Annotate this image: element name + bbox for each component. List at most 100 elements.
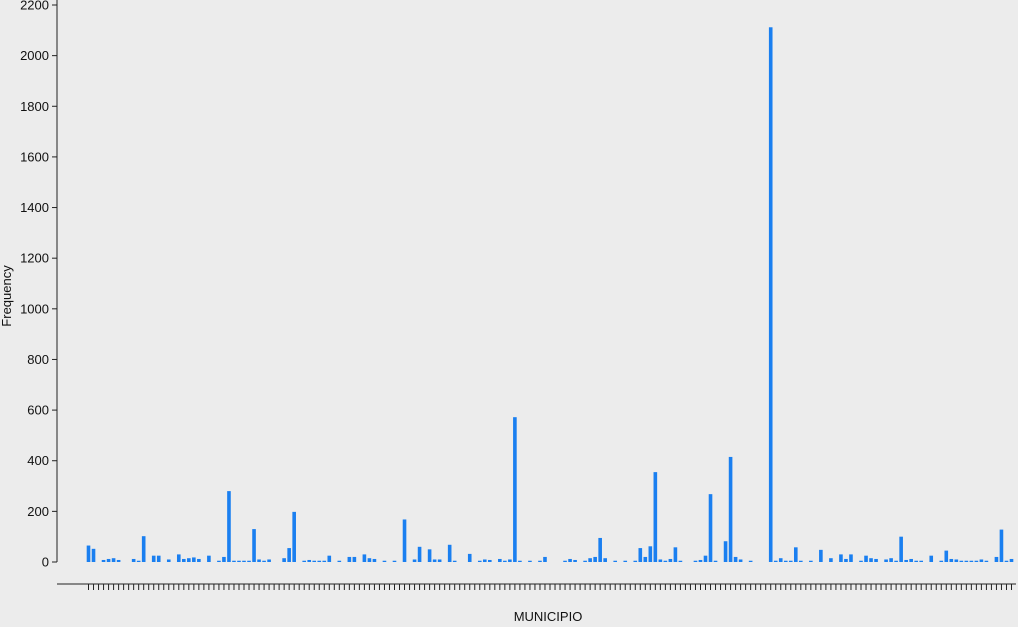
y-tick-label: 1600 bbox=[20, 149, 49, 164]
bar bbox=[91, 548, 96, 562]
bar bbox=[678, 560, 683, 562]
bar bbox=[864, 555, 868, 562]
x-axis-label: MUNICIPIO bbox=[514, 609, 583, 624]
bar bbox=[643, 556, 648, 562]
bar bbox=[984, 560, 989, 562]
bar bbox=[322, 560, 327, 562]
bar bbox=[999, 529, 1004, 562]
bar bbox=[738, 559, 743, 562]
bar bbox=[588, 558, 592, 562]
bar bbox=[192, 557, 196, 562]
bar bbox=[914, 560, 918, 562]
bar bbox=[698, 559, 703, 562]
bar bbox=[427, 549, 432, 562]
bar bbox=[869, 558, 873, 562]
bar-series bbox=[86, 27, 1014, 562]
bar bbox=[778, 558, 783, 562]
bar bbox=[573, 559, 577, 562]
bar bbox=[959, 560, 964, 562]
bar bbox=[447, 544, 452, 562]
bar bbox=[347, 556, 352, 562]
bar bbox=[166, 559, 171, 562]
bar bbox=[156, 555, 161, 562]
bar bbox=[367, 558, 372, 562]
bar bbox=[809, 560, 813, 562]
bar bbox=[788, 560, 793, 562]
bar bbox=[292, 511, 296, 562]
y-tick-label: 1000 bbox=[20, 301, 49, 316]
y-tick-label: 600 bbox=[27, 403, 49, 418]
bar bbox=[603, 558, 607, 562]
bar bbox=[362, 554, 367, 562]
bar bbox=[372, 558, 377, 562]
bar bbox=[593, 556, 597, 562]
bar bbox=[703, 555, 708, 562]
bar bbox=[979, 559, 984, 562]
bar bbox=[969, 560, 974, 562]
bar bbox=[498, 558, 502, 562]
bar bbox=[919, 560, 923, 562]
bar bbox=[508, 559, 512, 562]
bar bbox=[543, 556, 547, 562]
bar bbox=[663, 560, 668, 562]
bar bbox=[839, 554, 843, 562]
bar bbox=[307, 559, 312, 562]
bar bbox=[768, 27, 773, 562]
bar bbox=[222, 556, 226, 562]
bar bbox=[899, 536, 903, 562]
bar bbox=[929, 555, 934, 562]
bar bbox=[673, 547, 678, 562]
bar bbox=[106, 558, 111, 562]
bar bbox=[111, 558, 116, 562]
bar bbox=[437, 559, 442, 562]
bar bbox=[452, 560, 457, 562]
bar bbox=[252, 529, 256, 562]
bar bbox=[849, 554, 853, 562]
bar bbox=[949, 558, 954, 562]
y-tick-label: 1200 bbox=[20, 251, 49, 266]
bar bbox=[563, 560, 567, 562]
bar bbox=[819, 549, 823, 562]
bar bbox=[116, 559, 121, 562]
bar bbox=[86, 545, 91, 562]
bar bbox=[237, 560, 241, 562]
bar bbox=[773, 560, 778, 562]
y-tick-label: 200 bbox=[27, 504, 49, 519]
bar bbox=[829, 558, 833, 562]
bar bbox=[598, 537, 602, 562]
y-tick-label: 2200 bbox=[20, 0, 49, 13]
bar bbox=[467, 553, 472, 562]
bar bbox=[633, 560, 638, 562]
bar bbox=[994, 556, 999, 562]
bar bbox=[182, 558, 186, 562]
bar bbox=[793, 547, 798, 562]
bar bbox=[412, 559, 417, 562]
bar bbox=[693, 560, 698, 562]
bar bbox=[648, 546, 653, 562]
bar bbox=[944, 550, 949, 562]
bar bbox=[748, 560, 753, 562]
bar bbox=[658, 559, 663, 562]
bar bbox=[352, 556, 357, 562]
bar bbox=[247, 560, 251, 562]
bar bbox=[337, 560, 342, 562]
bar bbox=[488, 559, 492, 562]
y-tick-label: 800 bbox=[27, 352, 49, 367]
bar bbox=[909, 558, 913, 562]
bar bbox=[197, 558, 201, 562]
bar bbox=[282, 558, 286, 562]
bar bbox=[783, 560, 788, 562]
bar bbox=[874, 558, 878, 562]
bar bbox=[242, 560, 246, 562]
bar bbox=[101, 559, 106, 562]
y-tick-label: 400 bbox=[27, 453, 49, 468]
bar bbox=[513, 417, 517, 562]
bar bbox=[432, 559, 437, 562]
bar bbox=[723, 541, 728, 562]
bar bbox=[904, 559, 908, 562]
bar bbox=[136, 560, 141, 562]
bar bbox=[1004, 560, 1009, 562]
bar bbox=[302, 560, 307, 562]
